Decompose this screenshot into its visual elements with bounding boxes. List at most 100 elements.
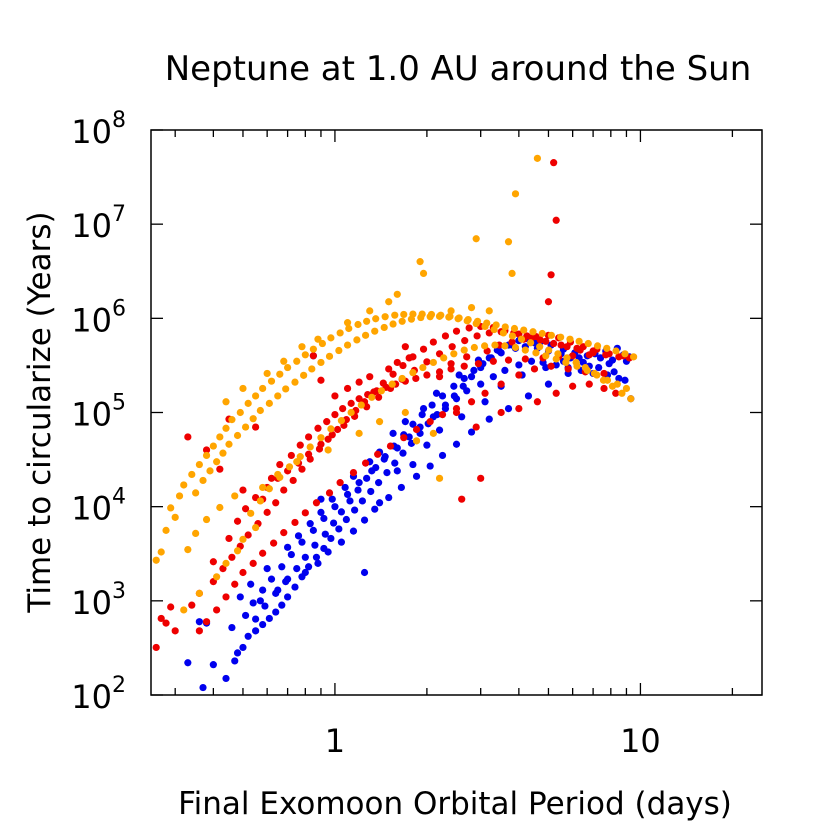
y-tick-label: 105 bbox=[71, 391, 126, 434]
data-point-blue bbox=[298, 538, 306, 546]
data-point-orange bbox=[529, 328, 537, 336]
data-point-orange bbox=[517, 335, 526, 343]
data-point-blue bbox=[263, 564, 271, 573]
y-tick-exponent: 7 bbox=[112, 202, 126, 227]
data-point-orange bbox=[343, 341, 352, 349]
data-point-orange bbox=[324, 446, 332, 454]
data-point-orange bbox=[566, 335, 574, 343]
data-point-blue bbox=[259, 620, 267, 629]
data-point-blue bbox=[284, 593, 292, 601]
data-point-orange bbox=[385, 298, 393, 306]
data-point-blue bbox=[294, 532, 303, 540]
data-point-blue bbox=[354, 486, 362, 494]
data-point-orange bbox=[445, 313, 453, 321]
data-point-red bbox=[481, 389, 489, 397]
data-point-blue bbox=[349, 527, 358, 535]
data-point-orange bbox=[325, 352, 334, 360]
data-point-blue bbox=[504, 405, 513, 413]
data-point-red bbox=[473, 332, 481, 340]
data-point-blue bbox=[450, 382, 458, 390]
data-point-orange bbox=[317, 434, 325, 442]
data-point-orange bbox=[293, 357, 301, 365]
data-point-orange bbox=[256, 406, 264, 415]
data-point-blue bbox=[309, 526, 317, 534]
data-point-orange bbox=[618, 389, 626, 397]
data-point-orange bbox=[301, 351, 309, 359]
data-point-blue bbox=[381, 453, 389, 461]
data-point-blue bbox=[328, 495, 336, 503]
data-point-red bbox=[259, 549, 267, 557]
data-point-blue bbox=[301, 568, 309, 577]
y-tick-base: 10 bbox=[71, 396, 112, 434]
data-point-blue bbox=[435, 426, 444, 434]
data-point-orange bbox=[285, 463, 294, 471]
data-point-orange bbox=[536, 343, 544, 351]
data-point-red bbox=[474, 360, 483, 368]
data-point-orange bbox=[409, 369, 417, 377]
data-point-red bbox=[328, 431, 336, 439]
data-point-orange bbox=[454, 315, 462, 323]
data-point-blue bbox=[524, 392, 533, 400]
data-point-orange bbox=[308, 365, 316, 373]
data-point-blue bbox=[360, 516, 369, 524]
data-point-red bbox=[171, 627, 179, 635]
data-point-orange bbox=[192, 489, 200, 497]
data-point-orange bbox=[460, 346, 468, 354]
data-point-blue bbox=[375, 479, 383, 487]
data-point-orange bbox=[222, 559, 230, 567]
data-point-red bbox=[452, 408, 461, 417]
data-point-orange bbox=[393, 290, 401, 298]
data-point-blue bbox=[367, 487, 375, 496]
data-point-orange bbox=[371, 327, 379, 335]
data-point-orange bbox=[501, 342, 509, 350]
data-point-orange bbox=[426, 313, 434, 321]
y-tick-exponent: 5 bbox=[112, 391, 126, 416]
data-point-orange bbox=[225, 440, 233, 448]
data-point-red bbox=[393, 358, 401, 367]
y-tick-base: 10 bbox=[71, 490, 112, 528]
data-point-red bbox=[167, 603, 175, 611]
data-point-blue bbox=[335, 525, 343, 533]
data-point-orange bbox=[490, 325, 498, 334]
data-point-blue bbox=[259, 586, 267, 594]
data-point-orange bbox=[357, 401, 365, 409]
data-point-blue bbox=[231, 657, 239, 665]
data-point-red bbox=[600, 384, 608, 393]
data-point-blue bbox=[544, 380, 553, 388]
data-point-red bbox=[489, 357, 497, 365]
data-point-orange bbox=[192, 529, 200, 538]
data-point-orange bbox=[532, 349, 540, 357]
data-point-red bbox=[276, 460, 284, 469]
data-point-blue bbox=[252, 615, 260, 623]
data-point-red bbox=[401, 343, 409, 351]
data-point-orange bbox=[284, 363, 292, 372]
data-point-blue bbox=[596, 354, 605, 362]
data-point-red bbox=[412, 425, 421, 434]
data-point-orange bbox=[481, 342, 489, 350]
data-point-red bbox=[458, 495, 466, 503]
data-point-blue bbox=[252, 627, 260, 635]
data-point-red bbox=[291, 518, 299, 527]
data-point-blue bbox=[515, 361, 523, 369]
data-point-red bbox=[336, 479, 344, 487]
data-point-red bbox=[547, 271, 555, 279]
data-point-orange bbox=[353, 336, 361, 344]
data-point-orange bbox=[233, 547, 242, 555]
data-point-blue bbox=[409, 420, 417, 428]
y-tick-exponent: 4 bbox=[112, 485, 126, 510]
data-point-orange bbox=[417, 313, 425, 322]
data-point-orange bbox=[263, 369, 271, 378]
y-tick-label: 107 bbox=[71, 202, 126, 245]
data-point-orange bbox=[167, 504, 175, 512]
y-tick-base: 10 bbox=[71, 113, 112, 151]
data-point-orange bbox=[337, 417, 346, 425]
data-point-blue bbox=[432, 389, 441, 397]
data-point-orange bbox=[613, 380, 621, 388]
data-point-blue bbox=[311, 541, 319, 549]
data-point-red bbox=[438, 410, 447, 419]
data-point-blue bbox=[346, 497, 354, 505]
data-point-orange bbox=[583, 366, 591, 374]
data-point-orange bbox=[309, 345, 317, 353]
data-point-blue bbox=[467, 428, 476, 436]
data-point-red bbox=[249, 559, 257, 567]
